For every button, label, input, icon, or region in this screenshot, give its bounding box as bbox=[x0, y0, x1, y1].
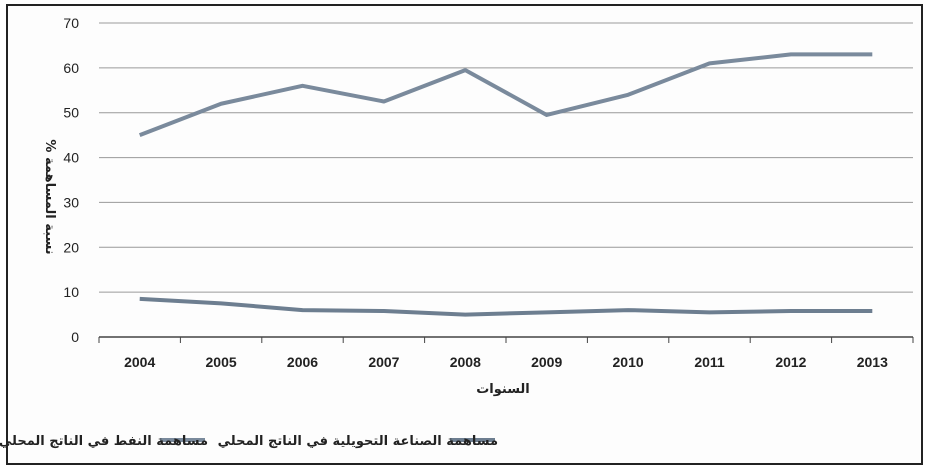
legend-label-manufacturing: مساهمة الصناعة التحويلية في الناتج المحل… bbox=[218, 434, 498, 449]
y-tick-label: 40 bbox=[63, 150, 79, 166]
y-tick-label: 50 bbox=[63, 105, 79, 121]
series-lines bbox=[138, 52, 873, 317]
x-axis-title: السنوات bbox=[476, 382, 530, 397]
x-tick-label: 2011 bbox=[694, 354, 725, 370]
y-tick-label: 70 bbox=[63, 15, 79, 31]
x-tick-label: 2006 bbox=[287, 354, 318, 370]
y-tick-label: 60 bbox=[63, 60, 79, 76]
x-tick-label: 2005 bbox=[206, 354, 237, 370]
chart-frame bbox=[6, 4, 923, 465]
series-line-oil bbox=[138, 52, 873, 138]
y-axis-ticks: 0 10 20 30 40 50 60 70 bbox=[63, 15, 79, 345]
x-tick-label: 2010 bbox=[613, 354, 644, 370]
x-tick-label: 2013 bbox=[857, 354, 888, 370]
y-tick-label: 20 bbox=[63, 239, 79, 255]
y-tick-label: 30 bbox=[63, 194, 79, 210]
legend: مساهمة النفط في الناتج المحلي مساهمة الص… bbox=[0, 434, 498, 449]
series-line-manufacturing bbox=[139, 296, 873, 317]
x-tick-label: 2007 bbox=[368, 354, 399, 370]
x-tick-label: 2012 bbox=[775, 354, 806, 370]
x-tick-label: 2004 bbox=[124, 354, 155, 370]
y-axis-title: نسبة المساهمة % bbox=[42, 139, 57, 254]
legend-label-oil: مساهمة النفط في الناتج المحلي bbox=[0, 434, 208, 449]
gridlines bbox=[99, 22, 913, 293]
x-tick-label: 2008 bbox=[450, 354, 481, 370]
x-tick-label: 2009 bbox=[531, 354, 562, 370]
y-tick-label: 10 bbox=[63, 284, 79, 300]
x-axis-ticks: 2004 2005 2006 2007 2008 2009 2010 2011 2012 2013 bbox=[98, 337, 914, 370]
y-tick-label: 0 bbox=[71, 329, 79, 345]
